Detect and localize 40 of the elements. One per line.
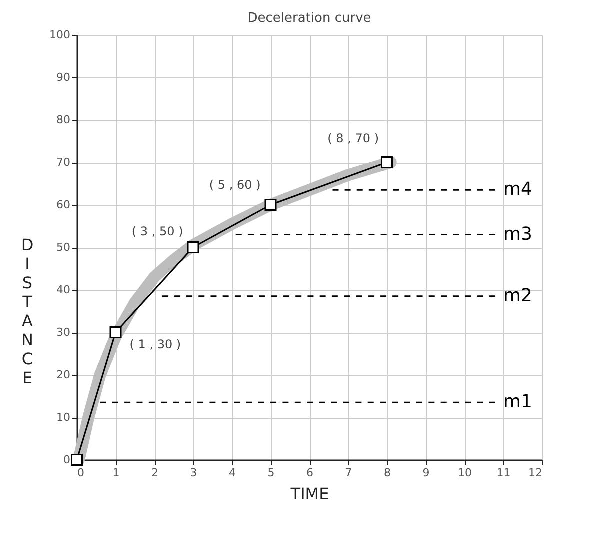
- y-tick-label: 30: [56, 326, 70, 339]
- point: [110, 326, 122, 338]
- x-tick-label: 8: [384, 466, 391, 480]
- annotation: ( 5 , 60 ): [209, 178, 261, 192]
- x-tick-label: 11: [496, 466, 511, 480]
- series-label: m2: [504, 285, 532, 306]
- x-tick-label: 1: [112, 466, 120, 480]
- series-label: m3: [504, 224, 532, 245]
- y-axis-title: DISTANCE: [21, 236, 34, 388]
- x-tick-label: 2: [152, 466, 158, 480]
- annotation: ( 3 , 50 ): [132, 224, 184, 238]
- x-tick-label: 4: [229, 466, 236, 480]
- x-tick-label: 10: [458, 466, 472, 480]
- x-tick-label: 0: [78, 466, 84, 480]
- y-tick-label: 80: [56, 114, 70, 126]
- y-tick-label: 70: [56, 156, 70, 169]
- x-tick-label: 9: [422, 466, 430, 480]
- annotation: ( 8 , 70 ): [328, 132, 379, 146]
- series-label: m4: [504, 179, 532, 200]
- y-tick-label: 90: [56, 71, 70, 84]
- y-tick-label: 20: [56, 368, 70, 382]
- series-label: m1: [504, 392, 532, 413]
- x-tick-label: 7: [345, 466, 352, 480]
- x-tick-label: 3: [190, 466, 198, 480]
- x-tick-label: 5: [268, 466, 275, 480]
- y-tick-label: 50: [56, 241, 70, 254]
- point: [264, 199, 277, 211]
- y-tick-label: 60: [56, 198, 70, 212]
- x-axis-title: TIME: [290, 484, 330, 504]
- annotation: ( 1 , 30 ): [130, 338, 182, 352]
- point: [381, 156, 393, 168]
- y-tick-label: 40: [56, 284, 70, 296]
- x-tick-label: 12: [528, 466, 542, 480]
- x-tick-label: 6: [306, 466, 314, 480]
- y-tick-label: 0: [64, 454, 70, 466]
- y-tick-label: 100: [50, 28, 70, 42]
- point: [71, 454, 83, 466]
- chart-title: Deceleration curve: [248, 11, 372, 26]
- point: [187, 242, 200, 254]
- y-tick-label: 10: [56, 411, 70, 424]
